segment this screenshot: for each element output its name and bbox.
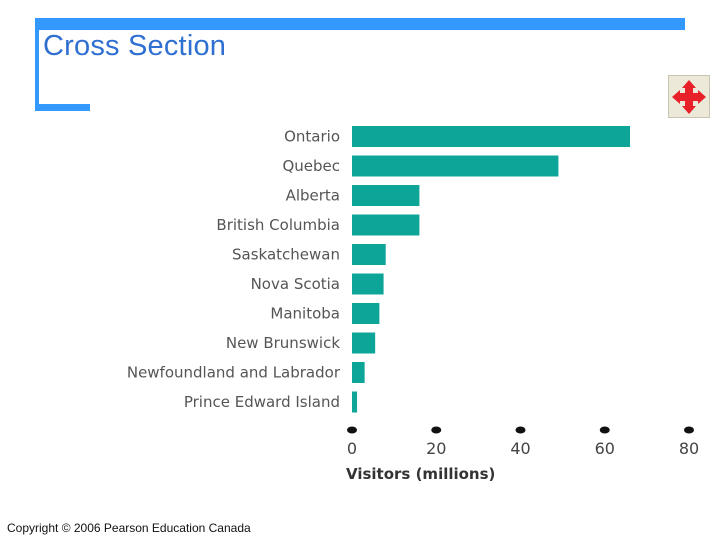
x-tick-label-40: 40 [510,439,530,458]
x-tick-dot-80 [684,426,694,434]
bar-british-columbia [352,214,420,236]
x-tick-label-60: 60 [595,439,615,458]
bar-manitoba [352,303,380,324]
x-tick-dot-0 [347,426,357,434]
x-tick-label-0: 0 [347,439,357,458]
bar-ontario [352,126,631,147]
category-label-quebec: Quebec [282,157,340,175]
category-label-new-brunswick: New Brunswick [226,334,340,352]
x-tick-label-20: 20 [426,439,446,458]
bar-alberta [352,185,420,206]
category-label-nova-scotia: Nova Scotia [251,275,340,293]
x-tick-dot-40 [515,426,526,434]
bar-nova-scotia [352,273,384,295]
bar-quebec [352,155,559,177]
x-tick-dot-60 [599,426,610,434]
category-label-manitoba: Manitoba [270,305,340,323]
top-accent-bar [35,18,685,30]
category-label-alberta: Alberta [286,187,340,205]
move-arrows-icon [672,79,706,114]
x-tick-dot-20 [431,426,442,434]
bar-prince-edward-island [352,391,358,413]
title-underline-accent [35,104,90,111]
x-tick-label-80: 80 [679,439,699,458]
bar-saskatchewan [352,244,386,265]
category-label-saskatchewan: Saskatchewan [232,246,340,264]
category-label-newfoundland-and-labrador: Newfoundland and Labrador [127,364,341,382]
category-label-british-columbia: British Columbia [216,216,340,234]
left-accent-bar [35,18,39,111]
copyright-text: Copyright © 2006 Pearson Education Canad… [7,521,251,535]
move-button[interactable] [668,75,710,118]
bar-new-brunswick [352,332,376,354]
slide-title: Cross Section [43,30,227,62]
bar-newfoundland-and-labrador [352,362,365,383]
category-label-prince-edward-island: Prince Edward Island [184,393,340,411]
x-axis-title: Visitors (millions) [346,465,495,483]
category-label-ontario: Ontario [284,128,340,146]
